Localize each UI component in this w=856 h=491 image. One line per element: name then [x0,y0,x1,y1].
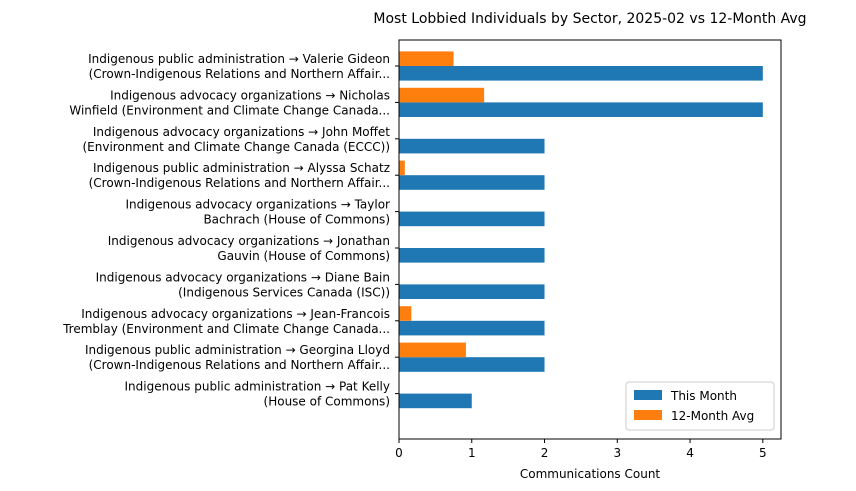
legend-frame [625,381,775,431]
bar-this-month [399,284,545,299]
y-tick-label-line2: (Crown-Indigenous Relations and Northern… [89,176,390,190]
y-tick-label-line1: Indigenous advocacy organizations → Jean… [81,307,390,321]
bar-this-month [399,357,545,372]
y-tick-label-line1: Indigenous public administration → Pat K… [125,380,390,394]
bar-this-month [399,102,763,117]
legend-label: This Month [670,389,737,403]
y-tick-label-line1: Indigenous public administration → Valer… [88,52,390,66]
x-tick-label: 5 [759,446,767,460]
bar-this-month [399,211,545,227]
y-axis-ticks: Indigenous public administration → Valer… [62,52,399,409]
y-tick-label-line2: Bachrach (House of Commons) [203,213,390,227]
legend-swatch [634,390,662,400]
bar-this-month [399,320,545,336]
x-tick-label: 3 [613,446,621,460]
y-tick-label-line2: (Indigenous Services Canada (ISC)) [178,285,390,299]
x-tick-label: 1 [468,446,476,460]
y-tick-label-line1: Indigenous public administration → Alyss… [93,161,390,175]
plot-frame [398,39,782,440]
x-axis-label: Communications Count [520,467,661,481]
x-tick-label: 2 [541,446,549,460]
legend: This Month 12-Month Avg [625,381,775,431]
bar-12-month-avg [399,87,485,103]
x-tick-label: 0 [395,446,403,460]
legend-label: 12-Month Avg [671,409,754,423]
bar-this-month [399,393,472,409]
bars-group [399,51,763,409]
bar-12-month-avg [399,51,454,66]
chart-title: Most Lobbied Individuals by Sector, 2025… [373,11,806,27]
bar-this-month [399,248,545,263]
legend-swatch [634,410,662,420]
y-tick-label-line2: (Crown-Indigenous Relations and Northern… [89,358,390,372]
y-tick-label-line1: Indigenous public administration → Georg… [85,343,390,357]
x-tick-label: 4 [686,446,694,460]
bar-12-month-avg [399,160,405,176]
bar-12-month-avg [399,342,466,358]
y-tick-label-line2: Winfield (Environment and Climate Change… [69,103,390,117]
y-tick-label-line1: Indigenous advocacy organizations → Dian… [96,270,390,284]
y-tick-label-line2: Gauvin (House of Commons) [217,249,390,263]
bar-12-month-avg [399,306,412,321]
y-tick-label-line2: (House of Commons) [264,395,390,409]
y-tick-label-line2: Tremblay (Environment and Climate Change… [62,322,390,336]
bar-this-month [399,175,545,190]
bar-this-month [399,66,763,81]
y-tick-label-line1: Indigenous advocacy organizations → Nich… [110,88,390,102]
y-tick-label-line2: (Environment and Climate Change Canada (… [83,140,391,154]
bar-this-month [399,138,545,154]
y-tick-label-line1: Indigenous advocacy organizations → John… [93,125,390,139]
y-tick-label-line1: Indigenous advocacy organizations → Tayl… [125,198,390,212]
y-tick-label-line1: Indigenous advocacy organizations → Jona… [108,234,390,248]
x-axis-ticks: 0 1 2 3 4 5 [395,439,767,460]
y-tick-label-line2: (Crown-Indigenous Relations and Northern… [89,67,390,81]
